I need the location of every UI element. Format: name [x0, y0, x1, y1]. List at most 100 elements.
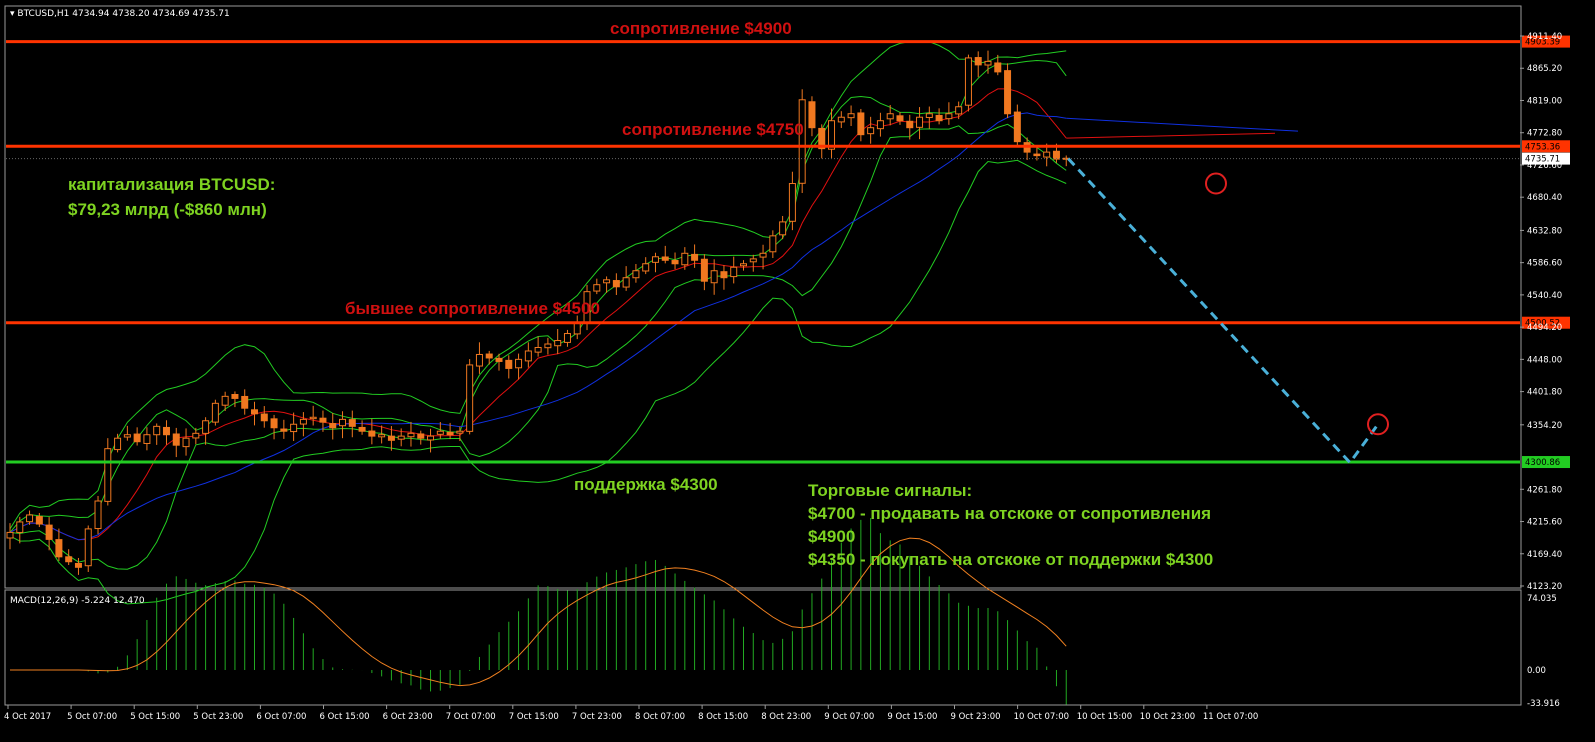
candle-body: [427, 435, 435, 441]
price-levels: 4903.39 4753.36 4500.52 4300.86 4735.71: [6, 35, 1570, 469]
candle-body: [808, 101, 816, 129]
candle-body: [681, 252, 689, 266]
candle-body: [505, 359, 513, 369]
macd-signal-line: [10, 537, 1067, 687]
candle-body: [945, 113, 953, 120]
candle-body: [651, 256, 659, 263]
cap-title: капитализация BTCUSD:: [68, 175, 275, 194]
candle-body: [280, 428, 288, 432]
candle-body: [114, 437, 122, 451]
candle-body: [691, 253, 699, 261]
candle-body: [857, 112, 865, 136]
price-tick-label: 4169.40: [1527, 550, 1562, 560]
candle-body: [329, 423, 337, 429]
candle-body: [45, 524, 53, 540]
candle-body: [192, 432, 200, 439]
level-label-4500: бывшее сопротивление $4500: [345, 299, 600, 318]
candle-body: [290, 423, 298, 433]
candle-body: [779, 221, 787, 236]
macd-tick-label: 74.035: [1527, 594, 1557, 604]
candle-body: [241, 395, 249, 409]
time-tick-label: 10 Oct 15:00: [1077, 712, 1132, 722]
candle-body: [661, 256, 669, 261]
candle-body: [994, 62, 1002, 73]
candle-body: [896, 115, 904, 122]
candle-body: [26, 514, 34, 523]
price-axis: 4911.40 4865.20 4819.00 4772.80 4726.60 4680.…: [1520, 32, 1562, 592]
symbol-label: BTCUSD,H1: [17, 9, 69, 19]
level-tag-bg-1: [1522, 140, 1570, 153]
forecast-line: [1067, 157, 1380, 465]
candle-body: [133, 433, 141, 443]
candle-body: [251, 409, 258, 415]
candle-body: [886, 113, 894, 120]
candle-body: [417, 433, 425, 439]
candle-body: [1013, 111, 1021, 143]
time-tick-label: 5 Oct 07:00: [67, 712, 117, 722]
candle-body: [153, 425, 161, 436]
candle-body: [563, 333, 571, 343]
candle-body: [632, 270, 640, 279]
candle-body: [1004, 70, 1012, 115]
candle-body: [759, 252, 767, 258]
sell-zone-circle: [1205, 172, 1227, 195]
time-tick-label: 7 Oct 07:00: [446, 712, 496, 722]
signal-1b: $4900: [808, 527, 855, 546]
chart-header: ▾ BTCUSD,H1 4734.94 4738.20 4734.69 4735…: [10, 9, 230, 19]
candle-body: [906, 120, 914, 129]
candle-body: [974, 57, 982, 66]
candle-body: [867, 127, 875, 135]
candle-body: [730, 266, 738, 278]
candle-body: [495, 357, 503, 362]
candle-body: [65, 556, 73, 563]
candle-body: [554, 340, 562, 347]
candle-body: [319, 417, 327, 423]
time-tick-label: 10 Oct 23:00: [1140, 712, 1195, 722]
macd-label: MACD(12,26,9) -5.224 12.470: [10, 596, 145, 606]
candle-body: [358, 426, 366, 432]
candle-body: [446, 431, 454, 436]
price-tick-label: 4865.20: [1527, 64, 1562, 74]
candle-body: [524, 350, 532, 362]
price-tick-label: 4494.20: [1527, 323, 1562, 333]
candle-body: [671, 260, 679, 265]
candle-body: [231, 394, 239, 399]
candle-body: [955, 106, 963, 115]
level-tag-bg-0: [1522, 35, 1570, 48]
time-tick-label: 10 Oct 07:00: [1014, 712, 1069, 722]
time-tick-label: 5 Oct 15:00: [130, 712, 180, 722]
level-label-4900: сопротивление $4900: [610, 19, 792, 38]
candle-body: [16, 521, 24, 533]
price-tick-label: 4680.40: [1527, 193, 1562, 203]
time-tick-label: 6 Oct 23:00: [383, 712, 433, 722]
time-tick-label: 9 Oct 23:00: [951, 712, 1001, 722]
candle-body: [603, 279, 611, 284]
candles: [6, 50, 1070, 575]
candle-body: [436, 430, 444, 435]
signal-2: $4350 - покупать на отскоке от поддержки…: [808, 550, 1213, 569]
candle-body: [84, 528, 92, 567]
price-tick-label: 4911.40: [1527, 32, 1562, 42]
candle-body: [475, 353, 483, 367]
candle-body: [123, 434, 131, 438]
candle-body: [74, 562, 82, 568]
price-tick-label: 4819.00: [1527, 96, 1562, 106]
price-tick-label: 4586.60: [1527, 259, 1562, 269]
time-tick-label: 8 Oct 07:00: [635, 712, 685, 722]
candle-body: [788, 183, 796, 222]
candle-body: [299, 418, 307, 425]
candle-body: [700, 258, 708, 282]
candle-body: [837, 116, 845, 123]
candle-body: [104, 448, 112, 502]
signals-title: Торговые сигналы:: [808, 481, 972, 500]
candle-body: [984, 60, 992, 66]
ohlc-values: 4734.94 4738.20 4734.69 4735.71: [72, 9, 229, 19]
time-tick-label: 6 Oct 15:00: [320, 712, 370, 722]
time-tick-label: 9 Oct 15:00: [887, 712, 937, 722]
candle-body: [1033, 153, 1041, 157]
macd-tick-label: 0.00: [1527, 666, 1546, 676]
candle-body: [935, 114, 943, 122]
bollinger-upper-outer: [9, 40, 1067, 530]
candle-body: [749, 258, 757, 263]
